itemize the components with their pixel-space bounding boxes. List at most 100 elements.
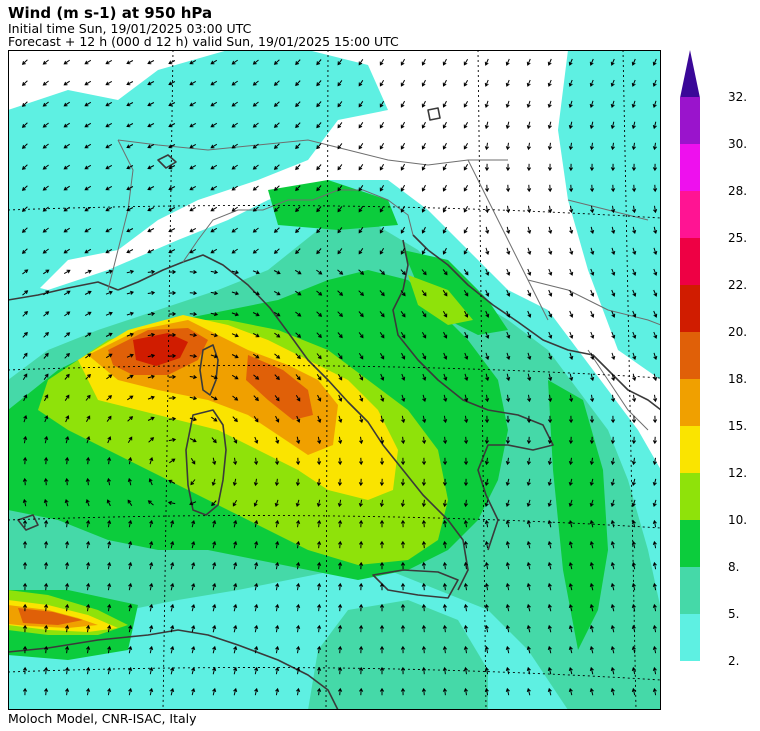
wind-arrow [106,477,111,486]
wind-arrow [84,227,92,233]
wind-arrow [254,666,259,675]
wind-arrow [254,457,259,466]
wind-arrow [505,499,510,508]
wind-arrow [631,540,636,549]
wind-arrow [568,79,573,87]
wind-arrow [252,270,260,275]
wind-arrow [231,333,239,338]
wind-arrow [527,226,532,235]
wind-arrow [569,352,574,361]
wind-arrow [506,205,511,214]
wind-arrow [170,624,175,633]
wind-arrow [442,582,447,591]
wind-arrow [22,561,28,570]
wind-arrow [442,561,447,570]
wind-arrow [463,519,468,528]
wind-arrow [568,603,573,612]
wind-arrow [191,603,196,612]
wind-arrow [233,666,238,675]
wind-arrow [653,268,658,276]
wind-arrow [358,499,363,508]
colorbar-label: 10. [728,513,748,527]
wind-arrow [22,645,28,654]
wind-arrow [485,352,490,361]
wind-arrow [505,142,510,151]
wind-arrow [23,435,28,444]
wind-arrow [191,666,196,675]
wind-arrow [569,268,574,276]
wind-arrow [611,394,616,403]
wind-arrow [484,603,489,612]
wind-arrow [631,184,637,193]
wind-arrow [231,206,238,212]
wind-arrow [22,311,28,317]
wind-arrow [86,666,91,675]
wind-arrow [147,102,155,107]
wind-arrow [64,311,71,317]
wind-arrow [63,269,71,275]
wind-arrow [652,645,657,654]
wind-arrow [85,332,92,338]
wind-arrow [295,353,301,360]
wind-arrow [443,436,448,445]
wind-arrow [505,666,510,675]
wind-arrow [147,165,155,170]
wind-arrow [316,143,322,150]
wind-arrow [232,416,238,423]
wind-arrow [210,206,218,212]
wind-arrow [484,624,489,633]
wind-arrow [652,540,657,549]
wind-arrow [400,603,406,612]
wind-arrow [484,58,489,66]
wind-arrow [317,666,322,675]
wind-arrow [527,310,532,318]
wind-arrow [380,373,385,381]
wind-arrow [168,165,176,170]
wind-arrow [485,247,490,256]
wind-arrow [275,561,280,570]
wind-arrow [44,415,49,423]
wind-arrow [610,603,615,612]
wind-arrow [105,59,113,65]
wind-arrow [317,687,322,696]
wind-arrow [505,184,511,193]
wind-arrow [358,143,364,150]
wind-arrow [421,687,426,696]
wind-arrow [252,101,259,107]
wind-arrow [316,206,322,213]
wind-arrow [231,80,238,86]
wind-arrow [590,394,595,403]
wind-arrow [569,205,574,214]
wind-arrow [589,121,594,130]
wind-arrow [379,561,385,570]
wind-arrow [568,561,573,570]
wind-arrow [589,540,594,549]
wind-arrow [105,269,114,274]
wind-arrow [359,373,364,381]
wind-arrow [547,499,552,508]
wind-arrow [128,582,133,591]
wind-arrow [422,415,427,424]
wind-arrow [358,80,364,87]
wind-arrow [568,540,573,549]
wind-arrow [653,226,658,235]
wind-arrow [652,163,658,172]
wind-arrow [126,207,134,212]
wind-arrow [147,332,156,337]
wind-arrow [64,394,70,401]
wind-arrow [210,143,218,149]
wind-arrow [126,353,134,358]
wind-arrow [21,59,28,65]
colorbar-segment [680,473,700,520]
wind-arrow [610,519,615,528]
wind-arrow [107,519,112,528]
wind-arrow [189,206,197,212]
wind-arrow [296,666,301,675]
wind-arrow [147,416,155,421]
wind-arrow [212,540,217,549]
wind-arrow [85,477,90,486]
wind-arrow [295,206,301,213]
wind-arrow [254,624,259,633]
wind-arrow [316,248,322,255]
wind-arrow [653,247,658,256]
